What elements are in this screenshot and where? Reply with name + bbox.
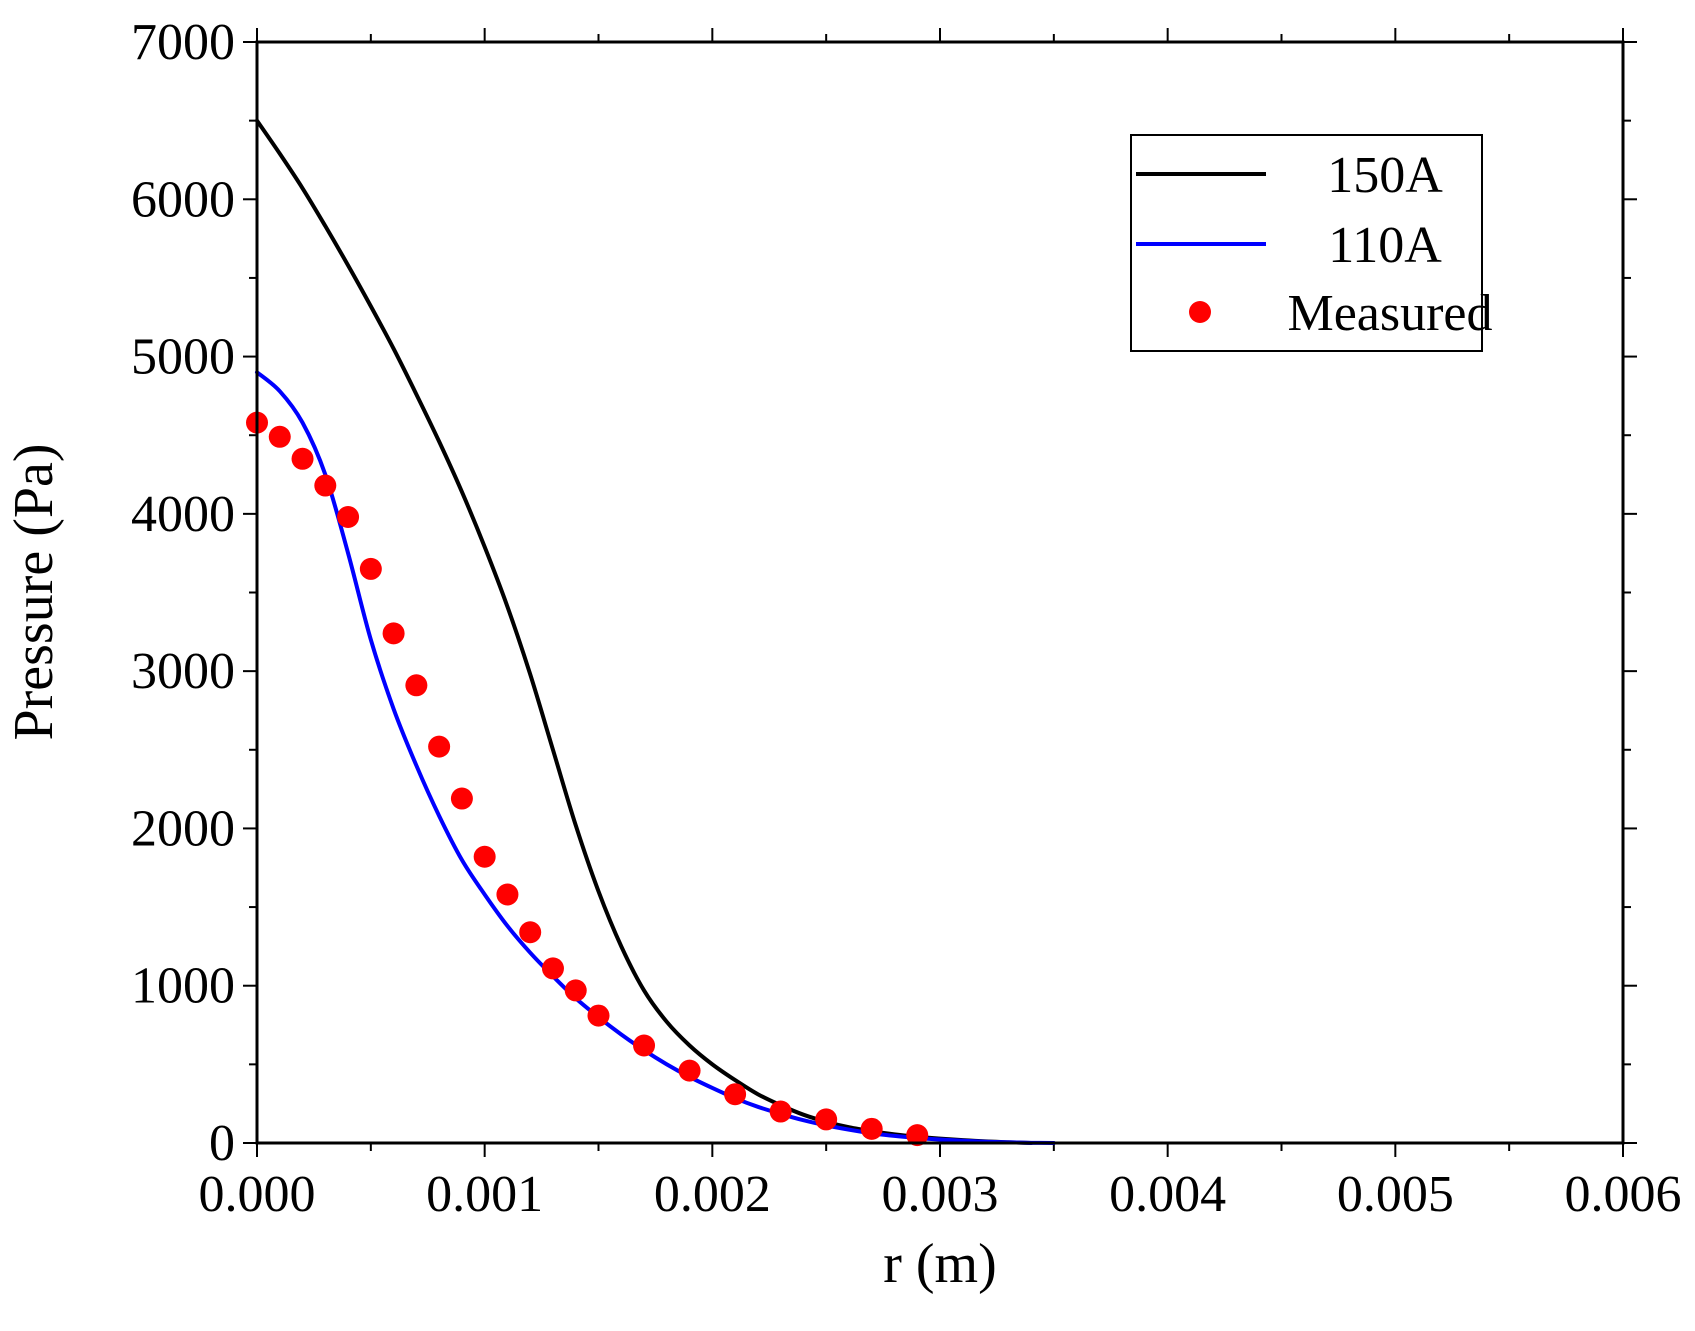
x-tick-label: 0.001 [426, 1166, 543, 1223]
measured-point [769, 1100, 792, 1123]
measured-point [428, 735, 451, 758]
x-tick-label: 0.005 [1337, 1166, 1454, 1223]
measured-point [268, 425, 291, 448]
measured-point [359, 557, 382, 580]
series-layer [246, 118, 1056, 1147]
x-tick-label: 0.004 [1109, 1166, 1226, 1223]
y-tick-label: 1000 [131, 958, 235, 1015]
y-tick-label: 7000 [131, 14, 235, 71]
measured-point [564, 979, 587, 1002]
y-tick-label: 0 [209, 1115, 235, 1172]
measured-point [496, 883, 519, 906]
measured-point [633, 1034, 656, 1057]
y-tick-label: 2000 [131, 800, 235, 857]
legend: 150A 110A Measured [1130, 134, 1493, 352]
y-axis-title: Pressure (Pa) [3, 443, 65, 740]
y-tick-label: 3000 [131, 643, 235, 700]
measured-point [450, 787, 473, 810]
x-tick-label: 0.003 [882, 1166, 999, 1223]
measured-point [860, 1117, 883, 1140]
measured-point [587, 1004, 610, 1027]
x-tick-label: 0.002 [654, 1166, 771, 1223]
legend-label-150a: 150A [1327, 147, 1443, 204]
y-tick-label: 5000 [131, 329, 235, 386]
legend-label-110a: 110A [1328, 217, 1442, 274]
measured-point [405, 674, 428, 697]
measured-point [473, 845, 496, 868]
labels-layer: 0.000 0.001 0.002 0.003 0.004 0.005 0.006 0 1000… [131, 14, 1682, 1223]
measured-point [291, 447, 314, 470]
measured-point [815, 1108, 838, 1131]
legend-label-measured: Measured [1287, 285, 1492, 342]
y-tick-label: 4000 [131, 486, 235, 543]
legend-marker-measured [1189, 301, 1211, 323]
measured-point [678, 1059, 701, 1082]
y-tick-label: 6000 [131, 171, 235, 228]
measured-point [382, 622, 405, 645]
x-tick-label: 0.000 [199, 1166, 316, 1223]
measured-point [541, 957, 564, 980]
x-axis-title: r (m) [883, 1233, 997, 1295]
measured-point [519, 921, 542, 944]
measured-point [314, 474, 337, 497]
measured-point [724, 1083, 747, 1106]
x-tick-label: 0.006 [1565, 1166, 1682, 1223]
measured-point [337, 506, 360, 529]
plot-frame [255, 40, 1625, 1145]
measured-point [906, 1124, 929, 1147]
